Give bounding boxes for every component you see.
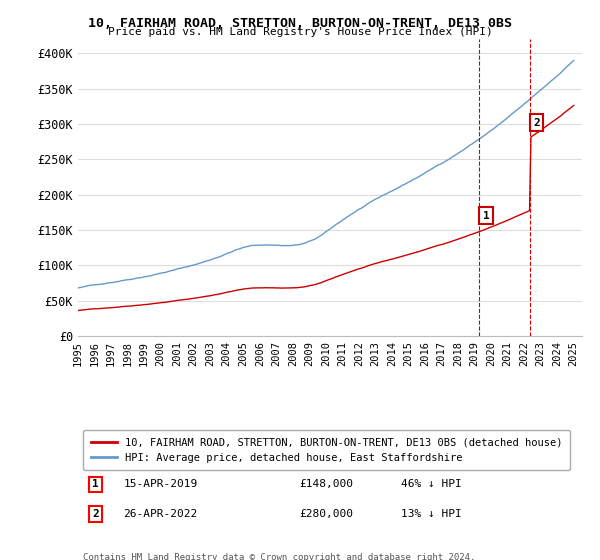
Text: 2: 2	[92, 509, 99, 519]
Text: £148,000: £148,000	[300, 479, 354, 489]
Legend: 10, FAIRHAM ROAD, STRETTON, BURTON-ON-TRENT, DE13 0BS (detached house), HPI: Ave: 10, FAIRHAM ROAD, STRETTON, BURTON-ON-TR…	[83, 430, 569, 470]
Text: 46% ↓ HPI: 46% ↓ HPI	[401, 479, 461, 489]
Text: Contains HM Land Registry data © Crown copyright and database right 2024.
This d: Contains HM Land Registry data © Crown c…	[83, 553, 475, 560]
Text: 1: 1	[92, 479, 99, 489]
Text: 26-APR-2022: 26-APR-2022	[124, 509, 197, 519]
Text: Price paid vs. HM Land Registry's House Price Index (HPI): Price paid vs. HM Land Registry's House …	[107, 27, 493, 37]
Text: 13% ↓ HPI: 13% ↓ HPI	[401, 509, 461, 519]
Text: 2: 2	[533, 118, 539, 128]
Text: 15-APR-2019: 15-APR-2019	[124, 479, 197, 489]
Text: 1: 1	[482, 211, 490, 221]
Text: £280,000: £280,000	[300, 509, 354, 519]
Text: 10, FAIRHAM ROAD, STRETTON, BURTON-ON-TRENT, DE13 0BS: 10, FAIRHAM ROAD, STRETTON, BURTON-ON-TR…	[88, 17, 512, 30]
